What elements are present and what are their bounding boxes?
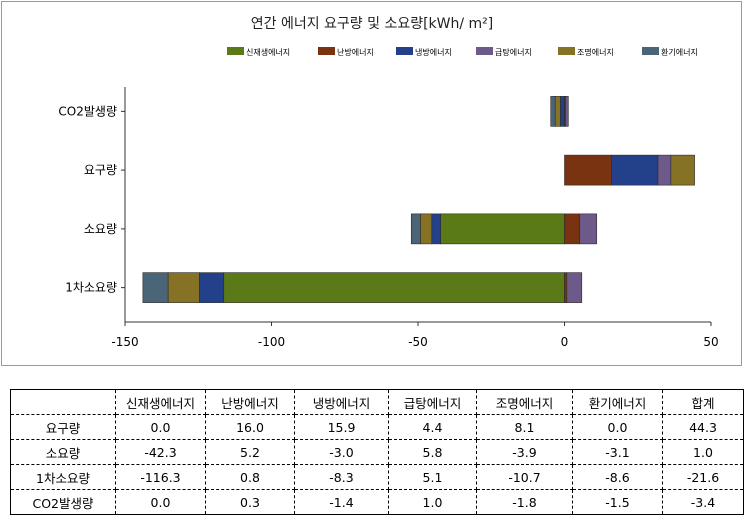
x-tick-label: 0 [561, 335, 569, 349]
x-tick-label: -50 [408, 335, 428, 349]
bar-segment [142, 272, 169, 303]
y-category-label: CO2발생량 [58, 104, 117, 118]
table-row: CO2발생량 0.0 0.3 -1.4 1.0 -1.8 -1.5 -3.4 [10, 489, 744, 515]
table-row: 요구량 0.0 16.0 15.9 4.4 8.1 0.0 44.3 [10, 414, 744, 440]
table-cell: 5.8 [388, 439, 477, 465]
table-row-label: CO2발생량 [10, 489, 116, 515]
table-cell: 8.1 [476, 414, 573, 440]
energy-bar-chart: 연간 에너지 요구량 및 소요량[kWh/ m²] 신재생에너지 난방에너지 냉방에너… [58, 16, 718, 349]
legend-label: 환기에너지 [661, 47, 698, 57]
bar-segment [223, 272, 565, 303]
legend-swatch [476, 47, 493, 55]
table-cell: 0.0 [115, 489, 206, 515]
bar-segment [565, 96, 569, 127]
table-cell: -1.4 [294, 489, 389, 515]
table-row: 소요량 -42.3 5.2 -3.0 5.8 -3.9 -3.1 1.0 [10, 439, 744, 465]
y-category-label: 요구량 [84, 163, 117, 177]
bar-segment [420, 213, 433, 245]
bar-segment [410, 213, 421, 245]
bar-segment [579, 213, 598, 245]
chart-title: 연간 에너지 요구량 및 소요량[kWh/ m²] [251, 16, 494, 32]
table-cell: 5.1 [388, 464, 477, 490]
table-cell: -8.3 [294, 464, 389, 490]
legend-swatch [396, 47, 413, 55]
bar-segment [431, 213, 441, 245]
bar-segment [564, 213, 581, 245]
table-header-cell: 신재생에너지 [115, 389, 206, 415]
table-cell: 0.8 [205, 464, 295, 490]
bar-segment [560, 96, 565, 127]
table-cell: 44.3 [662, 414, 744, 440]
table-cell: -42.3 [115, 439, 206, 465]
x-tick-label: 50 [703, 335, 718, 349]
bar-segment [564, 272, 568, 303]
x-tick-label: -100 [258, 335, 285, 349]
bar-segment [199, 272, 225, 303]
table-cell: 5.2 [205, 439, 295, 465]
legend-label: 냉방에너지 [415, 47, 452, 57]
table-cell: -1.8 [476, 489, 573, 515]
table-cell: 15.9 [294, 414, 389, 440]
x-tick-label: -150 [111, 335, 138, 349]
table-cell: 1.0 [662, 439, 744, 465]
bar-segment [657, 154, 672, 186]
table-cell: 16.0 [205, 414, 295, 440]
table-header-cell: 냉방에너지 [294, 389, 389, 415]
legend-label: 신재생에너지 [246, 47, 290, 57]
bar-segment [611, 154, 659, 186]
table-header-cell: 조명에너지 [476, 389, 573, 415]
table-header-cell: 급탕에너지 [388, 389, 477, 415]
y-category-label: 소요량 [84, 222, 117, 236]
y-category-label: 1차소요량 [65, 281, 117, 295]
table-row: 1차소요량 -116.3 0.8 -8.3 5.1 -10.7 -8.6 -21.6 [10, 464, 744, 490]
bar-segment [670, 154, 695, 186]
bar-segment [167, 272, 200, 303]
table-cell: -3.1 [572, 439, 663, 465]
table-cell: 0.3 [205, 489, 295, 515]
table-cell: 0.0 [572, 414, 663, 440]
table-cell: -8.6 [572, 464, 663, 490]
energy-data-table: 신재생에너지 난방에너지 냉방에너지 급탕에너지 조명에너지 환기에너지 합계 요구량 0.0 1… [10, 389, 744, 515]
table-header-cell: 난방에너지 [205, 389, 295, 415]
table-header-cell: 합계 [662, 389, 744, 415]
legend-label: 급탕에너지 [495, 47, 532, 57]
table-cell: 4.4 [388, 414, 477, 440]
table-cell: -21.6 [662, 464, 744, 490]
table-row-label: 요구량 [10, 414, 116, 440]
legend-swatch [642, 47, 659, 55]
bar-segment [440, 213, 565, 245]
table-cell: 0.0 [115, 414, 206, 440]
table-cell: -10.7 [476, 464, 573, 490]
table-cell: 1.0 [388, 489, 477, 515]
legend-label: 조명에너지 [577, 47, 614, 57]
legend-swatch [227, 47, 244, 55]
bar-segment [550, 96, 556, 127]
table-row-label: 소요량 [10, 439, 116, 465]
bar-segment [554, 96, 561, 127]
table-cell: -1.5 [572, 489, 663, 515]
legend-swatch [558, 47, 575, 55]
legend-swatch [318, 47, 335, 55]
table-header-row: 신재생에너지 난방에너지 냉방에너지 급탕에너지 조명에너지 환기에너지 합계 [10, 389, 744, 415]
table-header-cell [10, 389, 116, 415]
table-row-label: 1차소요량 [10, 464, 116, 490]
table-cell: -3.0 [294, 439, 389, 465]
table-cell: -3.9 [476, 439, 573, 465]
table-header-cell: 환기에너지 [572, 389, 663, 415]
table-cell: -116.3 [115, 464, 206, 490]
bar-segment [564, 154, 612, 186]
table-cell: -3.4 [662, 489, 744, 515]
legend-label: 난방에너지 [337, 47, 374, 57]
bar-segment [566, 272, 583, 303]
chart-frame: 연간 에너지 요구량 및 소요량[kWh/ m²] 신재생에너지 난방에너지 냉방에너… [1, 1, 742, 366]
